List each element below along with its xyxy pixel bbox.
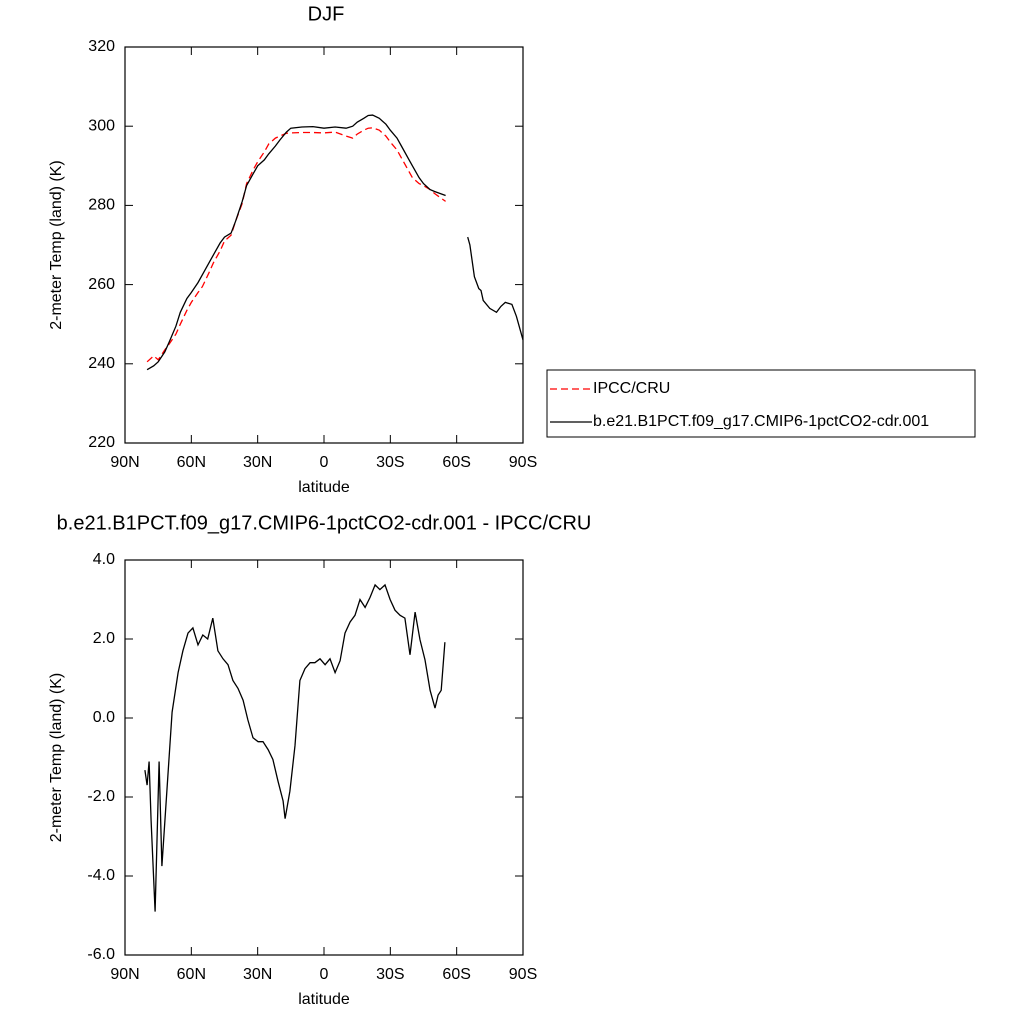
- y-tick-label: 220: [88, 434, 115, 451]
- y-tick-label: 320: [88, 38, 115, 55]
- plot-frame: [124, 559, 524, 956]
- x-tick-label: 60N: [177, 454, 206, 471]
- y-tick-label: -4.0: [87, 867, 115, 884]
- y-tick-label: 4.0: [93, 551, 115, 568]
- y-tick-label: 0.0: [93, 709, 115, 726]
- chart-title: b.e21.B1PCT.f09_g17.CMIP6-1pctCO2-cdr.00…: [57, 512, 592, 534]
- x-tick-label: 30S: [376, 966, 404, 983]
- x-tick-label: 60S: [442, 966, 470, 983]
- plot-frame: [124, 46, 524, 444]
- data-line: [146, 127, 446, 363]
- x-tick-label: 60S: [442, 454, 470, 471]
- x-axis-label: latitude: [298, 991, 350, 1008]
- y-tick-label: 240: [88, 355, 115, 372]
- x-tick-label: 90N: [110, 454, 139, 471]
- x-tick-label: 30N: [243, 454, 272, 471]
- y-tick-label: 300: [88, 117, 115, 134]
- legend-label: b.e21.B1PCT.f09_g17.CMIP6-1pctCO2-cdr.00…: [593, 413, 929, 430]
- legend-label: IPCC/CRU: [593, 380, 670, 397]
- x-tick-label: 90S: [509, 966, 537, 983]
- y-axis-label: 2-meter Temp (land) (K): [48, 673, 65, 843]
- y-tick-label: 260: [88, 276, 115, 293]
- data-line: [144, 583, 446, 912]
- x-tick-label: 90S: [509, 454, 537, 471]
- y-tick-label: 2.0: [93, 630, 115, 647]
- y-tick-label: 280: [88, 197, 115, 214]
- y-tick-label: -2.0: [87, 788, 115, 805]
- x-tick-label: 0: [320, 966, 329, 983]
- legend-box: [546, 369, 976, 438]
- x-tick-label: 30S: [376, 454, 404, 471]
- x-tick-label: 90N: [110, 966, 139, 983]
- x-tick-label: 60N: [177, 966, 206, 983]
- x-tick-label: 0: [320, 454, 329, 471]
- chart-title: DJF: [308, 3, 345, 25]
- y-tick-label: -6.0: [87, 946, 115, 963]
- x-tick-label: 30N: [243, 966, 272, 983]
- data-line: [146, 114, 524, 371]
- y-axis-label: 2-meter Temp (land) (K): [48, 160, 65, 330]
- x-axis-label: latitude: [298, 479, 350, 496]
